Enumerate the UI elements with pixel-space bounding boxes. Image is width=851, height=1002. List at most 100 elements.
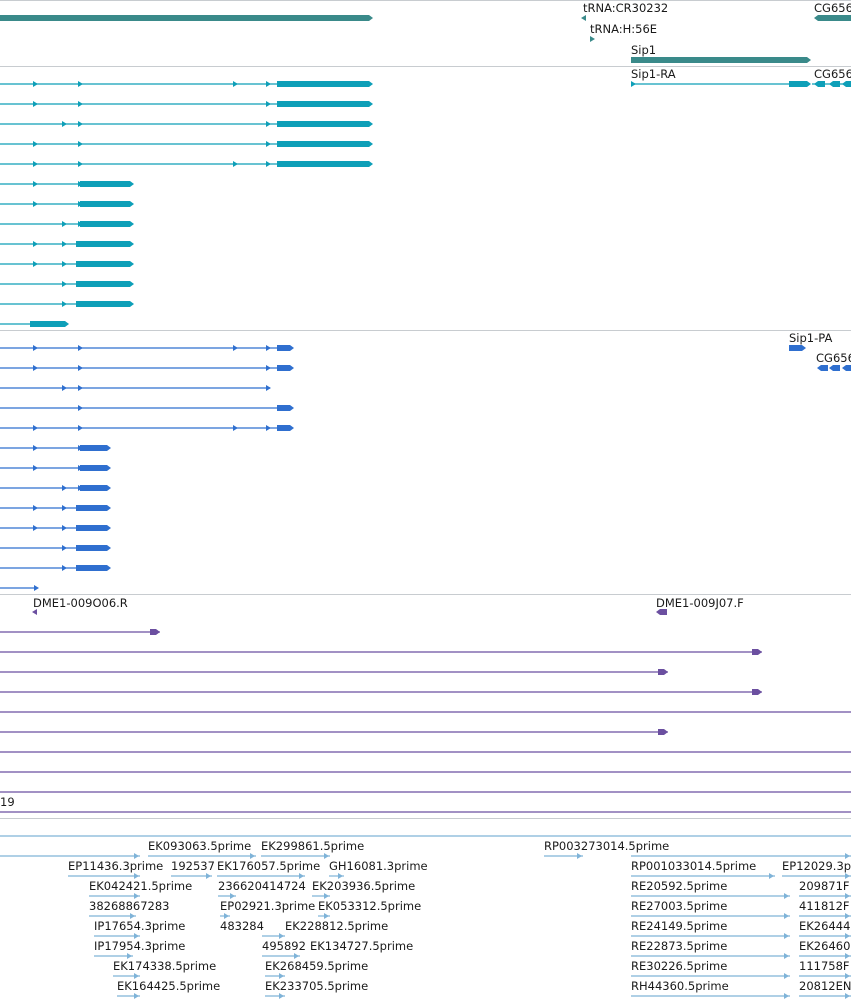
exon-marker[interactable] xyxy=(134,853,139,859)
gene-label-sip1[interactable]: Sip1 xyxy=(631,43,657,57)
exon-marker[interactable] xyxy=(845,853,850,859)
exon-marker[interactable] xyxy=(266,385,271,391)
feature-block[interactable] xyxy=(277,345,294,351)
exon-marker[interactable] xyxy=(78,81,83,87)
exon-marker[interactable] xyxy=(62,221,67,227)
feature-block[interactable] xyxy=(829,365,840,371)
exon-marker[interactable] xyxy=(784,893,789,899)
clone-label-19[interactable]: 19 xyxy=(0,795,15,809)
exon-marker[interactable] xyxy=(294,953,299,959)
est-label[interactable]: GH16081.3prime xyxy=(329,859,428,873)
est-label[interactable]: EK134727.5prime xyxy=(310,939,414,953)
exon-marker[interactable] xyxy=(130,913,135,919)
feature-block[interactable] xyxy=(277,121,373,127)
est-label[interactable]: 111758F xyxy=(799,959,850,973)
exon-marker[interactable] xyxy=(224,913,229,919)
exon-marker[interactable] xyxy=(769,873,774,879)
exon-marker[interactable] xyxy=(33,261,38,267)
exon-marker[interactable] xyxy=(266,101,271,107)
exon-marker[interactable] xyxy=(784,993,789,999)
exon-marker[interactable] xyxy=(33,465,38,471)
exon-marker[interactable] xyxy=(78,161,83,167)
feature-block[interactable] xyxy=(76,281,134,287)
est-label[interactable]: RE30226.5prime xyxy=(631,959,728,973)
feature-block[interactable] xyxy=(80,465,111,471)
est-label[interactable]: EP02921.3prime xyxy=(220,899,316,913)
feature-block[interactable] xyxy=(277,161,373,167)
exon-marker[interactable] xyxy=(62,505,67,511)
exon-marker[interactable] xyxy=(33,445,38,451)
est-label[interactable]: EK164425.5prime xyxy=(117,979,221,993)
exon-marker[interactable] xyxy=(33,241,38,247)
est-label[interactable]: 209871F xyxy=(799,879,850,893)
feature-block[interactable] xyxy=(842,365,851,371)
exon-marker[interactable] xyxy=(33,525,38,531)
exon-marker[interactable] xyxy=(338,873,343,879)
feature-block[interactable] xyxy=(30,321,69,327)
exon-marker[interactable] xyxy=(78,385,83,391)
feature-block[interactable] xyxy=(789,81,811,87)
est-label[interactable]: RE20592.5prime xyxy=(631,879,728,893)
exon-marker[interactable] xyxy=(784,953,789,959)
exon-marker[interactable] xyxy=(206,873,211,879)
exon-marker[interactable] xyxy=(784,913,789,919)
feature-block[interactable] xyxy=(656,609,667,615)
est-label[interactable]: RE27003.5prime xyxy=(631,899,728,913)
est-label[interactable]: EK203936.5prime xyxy=(312,879,416,893)
est-label[interactable]: EK233705.5prime xyxy=(265,979,369,993)
feature-block[interactable] xyxy=(658,669,668,675)
exon-marker[interactable] xyxy=(134,933,139,939)
est-label[interactable]: EK053312.5prime xyxy=(318,899,422,913)
feature-block[interactable] xyxy=(817,365,828,371)
exon-marker[interactable] xyxy=(33,425,38,431)
feature-block[interactable] xyxy=(752,689,762,695)
est-label[interactable]: EK228812.5prime xyxy=(285,919,389,933)
exon-marker[interactable] xyxy=(233,161,238,167)
exon-marker[interactable] xyxy=(62,281,67,287)
feature-block[interactable] xyxy=(80,181,134,187)
exon-marker[interactable] xyxy=(266,81,271,87)
gene-label-cg656[interactable]: CG656 xyxy=(814,1,851,15)
exon-marker[interactable] xyxy=(62,545,67,551)
exon-marker[interactable] xyxy=(78,405,83,411)
exon-marker[interactable] xyxy=(134,973,139,979)
clone-label-dme1-009j07f[interactable]: DME1-009J07.F xyxy=(656,596,744,610)
est-label[interactable]: 483284 xyxy=(220,919,264,933)
feature-block[interactable] xyxy=(631,57,811,63)
exon-marker[interactable] xyxy=(33,81,38,87)
exon-marker[interactable] xyxy=(62,565,67,571)
exon-marker[interactable] xyxy=(279,973,284,979)
protein-label-cg656[interactable]: CG656 xyxy=(816,351,851,365)
feature-block[interactable] xyxy=(80,201,134,207)
est-label[interactable]: EK268459.5prime xyxy=(265,959,369,973)
exon-marker[interactable] xyxy=(279,933,284,939)
feature-block[interactable] xyxy=(277,101,373,107)
exon-marker[interactable] xyxy=(845,893,850,899)
exon-marker[interactable] xyxy=(33,365,38,371)
exon-marker[interactable] xyxy=(134,993,139,999)
exon-marker[interactable] xyxy=(62,525,67,531)
exon-marker[interactable] xyxy=(33,181,38,187)
exon-marker[interactable] xyxy=(250,853,255,859)
feature-block[interactable] xyxy=(76,545,111,551)
exon-marker[interactable] xyxy=(33,101,38,107)
exon-marker[interactable] xyxy=(266,345,271,351)
feature-block[interactable] xyxy=(658,729,668,735)
exon-marker[interactable] xyxy=(78,425,83,431)
est-label[interactable]: RH44360.5prime xyxy=(631,979,729,993)
est-label[interactable]: EK299861.5prime xyxy=(261,839,365,853)
est-label[interactable]: RE24149.5prime xyxy=(631,919,728,933)
exon-marker[interactable] xyxy=(78,365,83,371)
feature-block[interactable] xyxy=(277,365,294,371)
feature-block[interactable] xyxy=(789,345,806,351)
feature-block[interactable] xyxy=(76,301,134,307)
est-label[interactable]: EP12029.3p xyxy=(782,859,851,873)
mrna-label-sip1-ra[interactable]: Sip1-RA xyxy=(631,67,676,81)
est-label[interactable]: IP17954.3prime xyxy=(94,939,186,953)
feature-block[interactable] xyxy=(80,221,134,227)
exon-marker[interactable] xyxy=(62,301,67,307)
exon-marker[interactable] xyxy=(266,365,271,371)
exon-marker[interactable] xyxy=(266,161,271,167)
exon-marker[interactable] xyxy=(845,933,850,939)
